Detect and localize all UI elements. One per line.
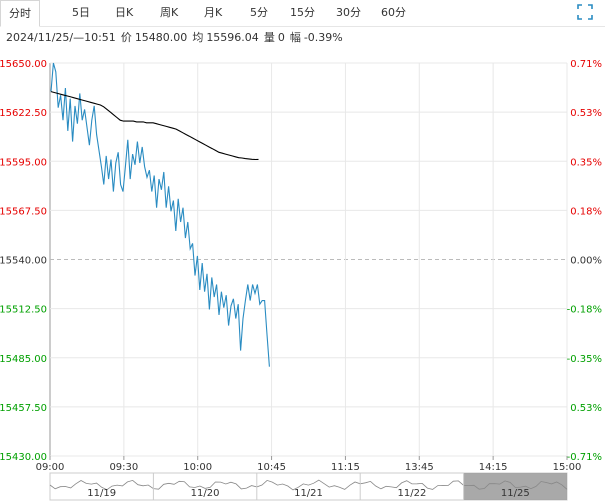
info-change-label: 幅 bbox=[289, 31, 301, 44]
percent-tick-label: 0.35% bbox=[570, 157, 602, 168]
percent-tick-label: 0.53% bbox=[570, 108, 602, 119]
info-volume-label: 量 bbox=[263, 31, 275, 44]
percent-tick-label: 0.71% bbox=[570, 59, 602, 70]
navigator-date-label: 11/25 bbox=[501, 488, 530, 499]
period-tabs: 分时 5日 日K 周K 月K 5分 15分 30分 60分 bbox=[0, 0, 605, 27]
percent-tick-label: 0.53% bbox=[570, 403, 602, 414]
tab-monthly-k[interactable]: 月K bbox=[204, 6, 223, 19]
percent-tick-label: 0.18% bbox=[570, 206, 602, 217]
price-tick-label: 15430.00 bbox=[0, 452, 47, 463]
time-axis: 09:00 09:30 10:00 10:45 11:15 13:45 14:15 15:00 bbox=[36, 456, 582, 473]
navigator-date-label: 11/21 bbox=[294, 488, 323, 499]
time-tick-label: 09:00 bbox=[36, 462, 65, 473]
navigator-trend-line bbox=[49, 479, 568, 491]
time-tick-label: 14:15 bbox=[479, 462, 508, 473]
time-tick-label: 15:00 bbox=[553, 462, 582, 473]
info-avg-label: 均 bbox=[192, 31, 204, 44]
time-tick-label: 10:45 bbox=[257, 462, 286, 473]
tab-weekly-k[interactable]: 周K bbox=[160, 6, 179, 19]
info-datetime: 2024/11/25/—10:51 bbox=[6, 31, 116, 44]
price-tick-label: 15485.00 bbox=[0, 354, 47, 365]
chart-grid bbox=[49, 62, 568, 457]
fullscreen-expand-icon[interactable] bbox=[577, 4, 593, 20]
chart-series bbox=[50, 62, 270, 367]
time-tick-label: 10:00 bbox=[183, 462, 212, 473]
percent-tick-label: -0.35% bbox=[567, 354, 602, 365]
tab-5min[interactable]: 5分 bbox=[250, 6, 268, 19]
range-navigator[interactable]: 11/19 11/20 11/21 11/22 11/25 bbox=[49, 472, 568, 501]
price-line bbox=[50, 62, 270, 367]
navigator-selected-range bbox=[463, 473, 567, 500]
quote-info-bar: 2024/11/25/—10:51 价 15480.00 均 15596.04 量 0 幅 -0… bbox=[6, 30, 348, 46]
price-axis: 15650.00 15622.50 15595.00 15567.50 15540.00… bbox=[0, 59, 47, 463]
tab-30min[interactable]: 30分 bbox=[336, 6, 361, 19]
info-price-label: 价 bbox=[120, 31, 132, 44]
price-tick-label: 15595.00 bbox=[0, 157, 47, 168]
time-tick-label: 09:30 bbox=[109, 462, 138, 473]
info-volume: 0 bbox=[277, 31, 285, 44]
navigator-date-label: 11/19 bbox=[87, 488, 116, 499]
price-tick-label: 15567.50 bbox=[0, 206, 47, 217]
percent-tick-label: -0.71% bbox=[567, 452, 602, 463]
time-tick-label: 13:45 bbox=[405, 462, 434, 473]
price-tick-label: 15622.50 bbox=[0, 108, 47, 119]
info-avg: 15596.04 bbox=[206, 31, 259, 44]
tab-15min[interactable]: 15分 bbox=[290, 6, 315, 19]
info-change: -0.39% bbox=[303, 31, 343, 44]
navigator-date-label: 11/20 bbox=[191, 488, 220, 499]
price-tick-label: 15540.00 bbox=[0, 256, 47, 267]
percent-tick-label: -0.18% bbox=[567, 305, 602, 316]
tab-60min[interactable]: 60分 bbox=[381, 6, 406, 19]
price-tick-label: 15457.50 bbox=[0, 403, 47, 414]
percent-tick-label: 0.00% bbox=[570, 256, 602, 267]
tab-daily-k[interactable]: 日K bbox=[115, 6, 134, 19]
average-price-line bbox=[50, 91, 259, 161]
time-tick-label: 11:15 bbox=[331, 462, 360, 473]
tab-intraday[interactable]: 分时 bbox=[0, 0, 40, 27]
tab-5day[interactable]: 5日 bbox=[72, 6, 90, 19]
price-tick-label: 15512.50 bbox=[0, 305, 47, 316]
price-tick-label: 15650.00 bbox=[0, 59, 47, 70]
info-price: 15480.00 bbox=[134, 31, 188, 44]
percent-axis: 0.71% 0.53% 0.35% 0.18% 0.00% -0.18% -0.35% 0.5… bbox=[567, 59, 602, 463]
navigator-date-label: 11/22 bbox=[397, 488, 426, 499]
